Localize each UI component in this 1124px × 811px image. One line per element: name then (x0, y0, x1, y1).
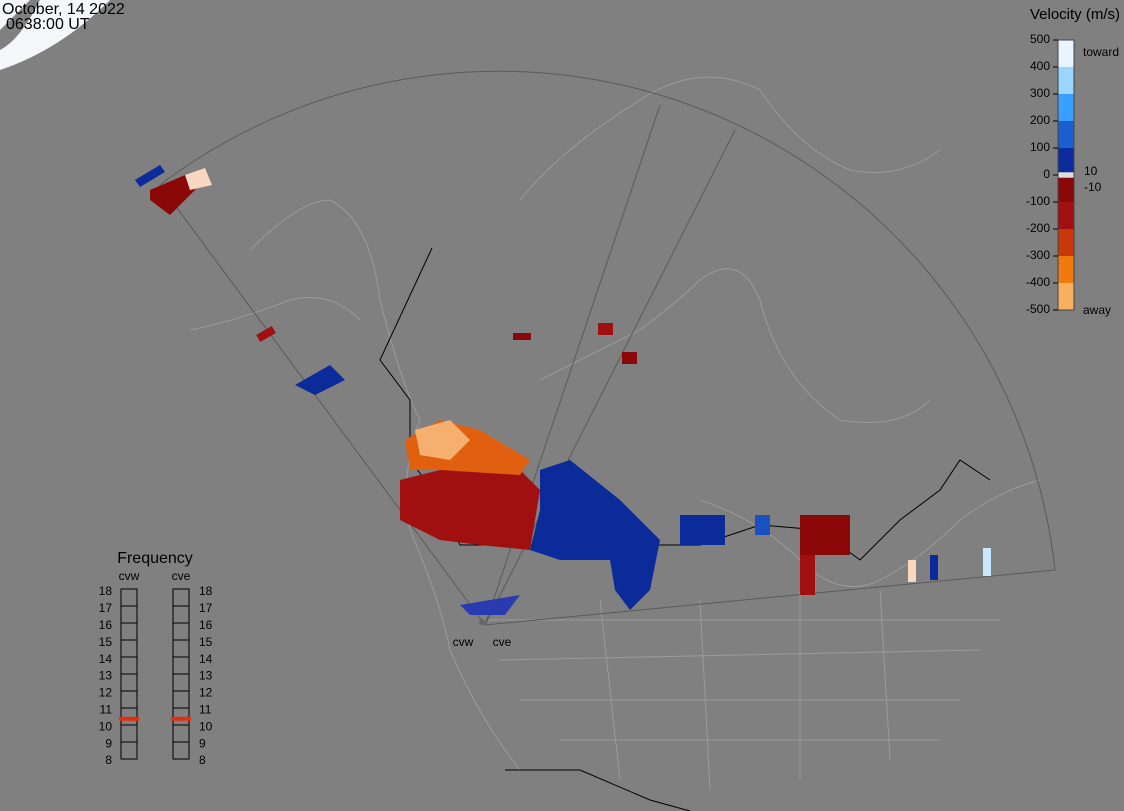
velocity-tick-label: 300 (1030, 86, 1050, 100)
velocity-tick-label: -400 (1026, 275, 1050, 289)
frequency-tick-label: 11 (100, 702, 113, 716)
radar-label: cve (493, 635, 512, 649)
velocity-tick-label: -200 (1026, 221, 1050, 235)
color-bar-segment (1058, 67, 1074, 94)
frequency-tick-label: 10 (99, 719, 113, 733)
velocity-tick-label: -100 (1026, 194, 1050, 208)
radar-label: cvw (453, 635, 474, 649)
color-bar-segment (1058, 94, 1074, 121)
velocity-title: Velocity (m/s) (1030, 6, 1120, 23)
color-bar-segment (1058, 40, 1074, 67)
color-bar-segment (1058, 283, 1074, 310)
frequency-tick-label: 16 (199, 618, 213, 632)
frequency-tick-label: 14 (199, 652, 213, 666)
color-bar-segment (1058, 121, 1074, 148)
date: October, 14 2022 (2, 1, 125, 18)
radar-site (479, 619, 485, 625)
color-bar-segment (1058, 177, 1074, 202)
frequency-tick-label: 17 (199, 601, 213, 615)
frequency-tick-label: 18 (99, 584, 113, 598)
frequency-tick-label: 10 (199, 719, 213, 733)
frequency-cell (172, 741, 190, 760)
frequency-tick-label: 12 (199, 686, 213, 700)
frequency-tick-label: 8 (105, 753, 112, 767)
frequency-tick-label: 13 (199, 669, 213, 683)
frequency-tick-label: 13 (99, 669, 113, 683)
frequency-tick-label: 12 (99, 686, 113, 700)
frequency-marker (171, 716, 191, 721)
velocity-tick-label: -500 (1026, 302, 1050, 316)
time: 0638:00 UT (6, 16, 90, 33)
radar-name: cvw (119, 569, 140, 583)
frequency-tick-label: 17 (99, 601, 113, 615)
color-bar-segment (1058, 256, 1074, 283)
zero-band (1058, 172, 1074, 178)
velocity-tick-label: 200 (1030, 113, 1050, 127)
frequency-tick-label: 15 (99, 635, 113, 649)
daylight (0, 0, 110, 70)
frequency-tick-label: 11 (199, 702, 212, 716)
velocity-inner-label: -10 (1084, 180, 1102, 194)
frequency-tick-label: 15 (199, 635, 213, 649)
velocity-tick-label: 0 (1043, 167, 1050, 181)
velocity-tick-label: 100 (1030, 140, 1050, 154)
frequency-cell (120, 741, 138, 760)
toward-label: toward (1083, 45, 1119, 59)
frequency-marker (119, 716, 139, 721)
frequency-tick-label: 14 (99, 652, 113, 666)
radar-name: cve (172, 569, 191, 583)
frequency-tick-label: 9 (199, 736, 206, 750)
frequency-tick-label: 9 (105, 736, 112, 750)
velocity-tick-label: 400 (1030, 59, 1050, 73)
color-bar-segment (1058, 202, 1074, 229)
frequency-title: Frequency (117, 550, 193, 567)
velocity-tick-label: 500 (1030, 32, 1050, 46)
velocity-cells (135, 165, 991, 615)
frequency-tick-label: 18 (199, 584, 213, 598)
color-bar-segment (1058, 229, 1074, 256)
frequency-tick-label: 8 (199, 753, 206, 767)
velocity-inner-label: 10 (1084, 164, 1098, 178)
frequency-tick-label: 16 (99, 618, 113, 632)
color-bar-segment (1058, 148, 1074, 173)
velocity-tick-label: -300 (1026, 248, 1050, 262)
away-label: away (1083, 303, 1111, 317)
